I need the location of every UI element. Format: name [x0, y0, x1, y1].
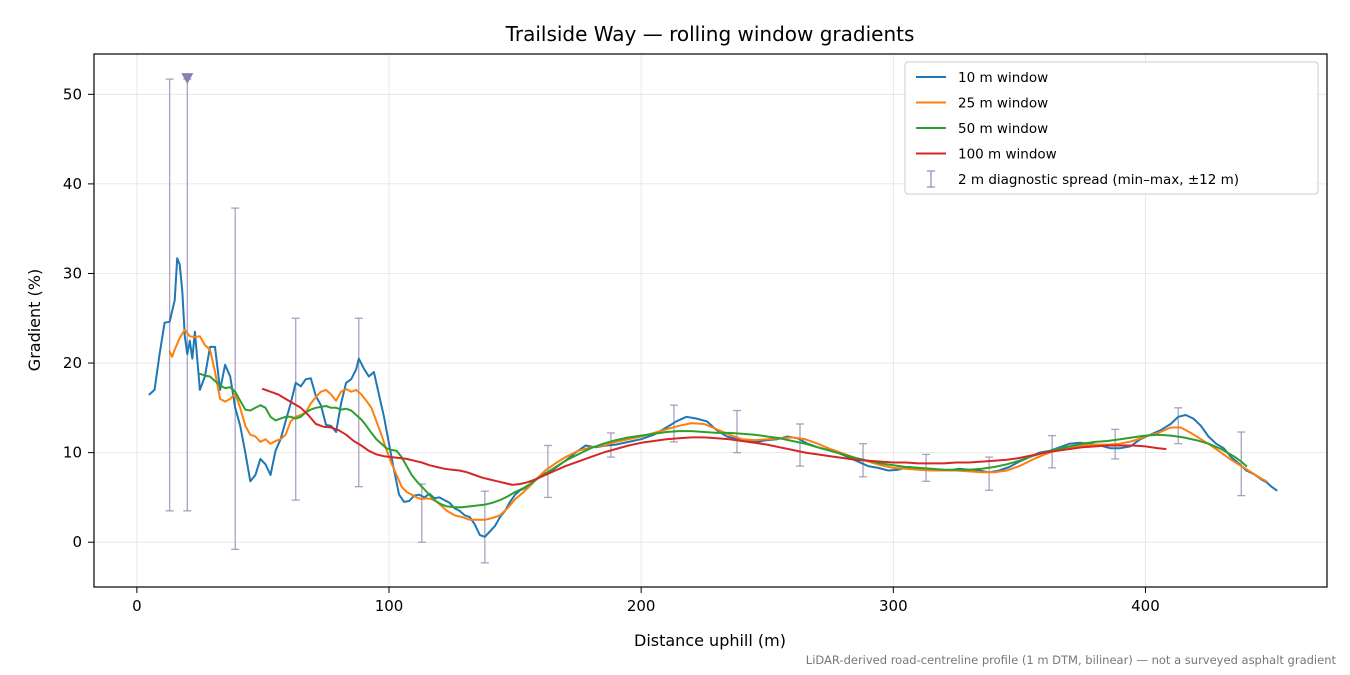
error-bar [1174, 407, 1183, 445]
series-line-2 [168, 328, 1268, 521]
y-tick-label: 0 [72, 533, 82, 551]
x-tick-label: 300 [879, 597, 908, 615]
error-bar [732, 409, 741, 454]
legend-entry: 10 m window [958, 70, 1048, 86]
y-tick-label: 40 [63, 175, 82, 193]
y-tick-label: 20 [63, 354, 82, 372]
x-tick-label: 0 [132, 597, 142, 615]
y-tick-label: 10 [63, 444, 82, 462]
error-bar [1237, 431, 1246, 497]
error-bar [985, 456, 994, 491]
y-tick-label: 50 [63, 85, 82, 103]
error-bar [231, 207, 240, 551]
legend-entry: 25 m window [958, 96, 1048, 112]
x-tick-label: 200 [627, 597, 656, 615]
legend: 10 m window 25 m window 50 m window 100 m w… [904, 61, 1319, 195]
legend-entry: 100 m window [958, 147, 1057, 163]
x-tick-label: 400 [1131, 597, 1160, 615]
y-axis-label: Gradient (%) [25, 269, 44, 371]
error-bar [291, 317, 300, 501]
marker-layer [181, 73, 194, 85]
x-tick-label: 100 [375, 597, 404, 615]
error-bar [354, 317, 363, 488]
legend-entry: 2 m diagnostic spread (min–max, ±12 m) [958, 172, 1239, 188]
error-bar [165, 78, 174, 512]
x-axis-label: Distance uphill (m) [634, 631, 786, 650]
series-lines [148, 257, 1278, 538]
y-axis-ticks: 0 10 20 30 40 50 [63, 85, 94, 551]
error-bar [796, 423, 805, 467]
plot-frame [93, 53, 1328, 588]
error-bar [480, 490, 489, 564]
y-tick-label: 30 [63, 264, 82, 282]
legend-box [904, 61, 1319, 195]
chart-title: Trailside Way — rolling window gradients [505, 22, 915, 46]
peak-marker [181, 73, 194, 85]
legend-swatch [927, 170, 935, 188]
series-line-4 [261, 388, 1167, 486]
series-line-3 [198, 372, 1248, 509]
legend-entry: 50 m window [958, 121, 1048, 137]
x-axis-ticks: 0 100 200 300 400 [132, 587, 1160, 615]
footnote: LiDAR-derived road-centreline profile (1… [806, 653, 1337, 667]
